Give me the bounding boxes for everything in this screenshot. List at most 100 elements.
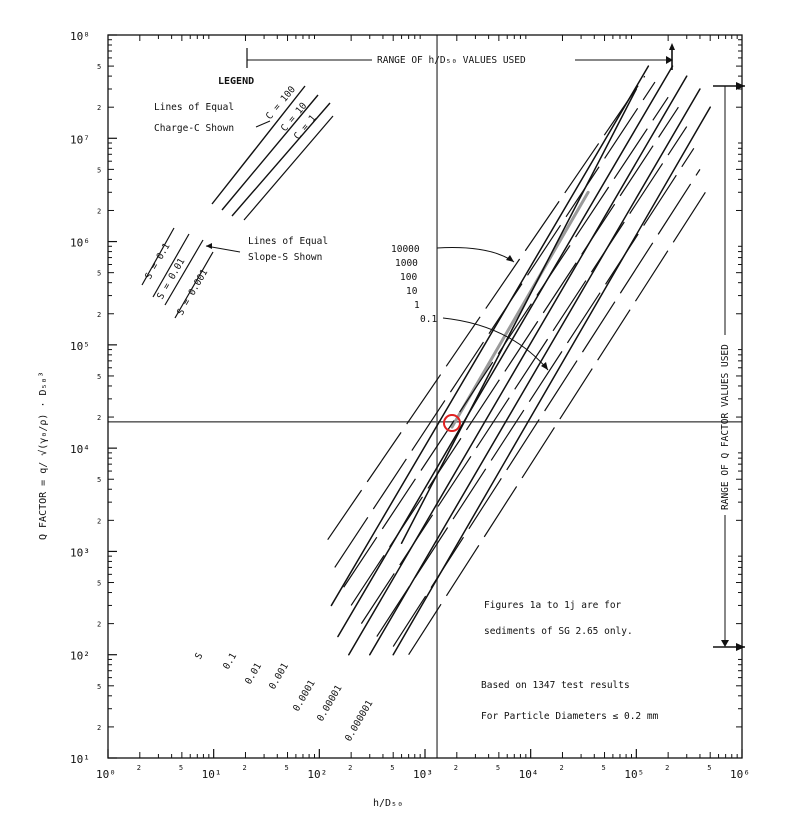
slope-label-01: 0.1: [221, 651, 239, 672]
x-minor-tick-label: 2: [242, 764, 246, 772]
y-minor-tick-label: 5: [97, 580, 101, 588]
y-major-tick-label: 10⁴: [70, 443, 90, 456]
charge-line: [334, 81, 656, 568]
charge-line: [408, 191, 706, 656]
range-q-bottom-arrowhead: [721, 640, 729, 647]
y-minor-tick-label: 2: [97, 621, 101, 629]
y-axis-title: Q FACTOR = q/ √(γ₀/ρ) · D₅₀³: [37, 371, 49, 540]
charge-line: [360, 126, 688, 624]
x-axis-title: h/D₅₀: [373, 798, 403, 809]
x-major-tick-label: 10⁴: [519, 768, 539, 781]
slope-line: [450, 190, 590, 429]
x-major-tick-label: 10⁵: [624, 768, 644, 781]
charge-line: [376, 147, 695, 637]
x-minor-tick-label: 2: [348, 764, 352, 772]
slope-label-s: S: [193, 651, 206, 662]
y-minor-tick-label: 2: [97, 414, 101, 422]
x-major-tick-label: 10⁶: [730, 768, 750, 781]
legend-slope-line-4: [174, 251, 214, 319]
axis-ticks: [107, 34, 743, 759]
slope-label-00001: 0.0001: [291, 678, 318, 713]
legend-slope-line-1: [141, 227, 175, 286]
x-minor-tick-label: 2: [665, 764, 669, 772]
x-minor-tick-label: 5: [390, 764, 394, 772]
charge-label-10: 10: [406, 286, 418, 297]
legend-charge-line-1: [211, 85, 306, 205]
slope-line: [368, 88, 701, 656]
legend: LEGEND Lines of Equal Charge-C Shown C =…: [141, 76, 334, 319]
charge-label-1000: 1000: [395, 258, 418, 269]
charge-pointer-top-head: [506, 255, 514, 262]
legend-slope-caption-1: Lines of Equal: [248, 236, 328, 247]
charge-label-01: 0.1: [420, 314, 437, 325]
range-h-annotation: RANGE OF h/D₅₀ VALUES USED: [246, 43, 675, 70]
range-h-arrowhead: [666, 56, 673, 64]
x-minor-tick-label: 2: [137, 764, 141, 772]
legend-charge-pointer: [255, 120, 271, 128]
range-h-up-arrow: [669, 43, 675, 50]
legend-slope-line-2: [152, 233, 190, 298]
y-minor-tick-label: 5: [97, 476, 101, 484]
y-minor-tick-label: 5: [97, 166, 101, 174]
charge-pointer-bottom: [442, 317, 549, 371]
legend-charge-caption-1: Lines of Equal: [154, 102, 234, 113]
x-major-tick-label: 10¹: [202, 768, 222, 781]
range-q-label: RANGE OF Q FACTOR VALUES USED: [720, 344, 731, 510]
range-q-annotation: RANGE OF Q FACTOR VALUES USED: [713, 82, 745, 651]
legend-charge-line-4: [243, 115, 334, 221]
slope-label-001: 0.01: [243, 661, 264, 687]
x-major-tick-label: 10²: [307, 768, 327, 781]
plot-frame: [107, 34, 743, 759]
slope-line: [330, 65, 650, 607]
plot-lines: [108, 35, 742, 758]
x-minor-tick-label: 5: [602, 764, 606, 772]
x-minor-tick-label: 5: [707, 764, 711, 772]
y-major-tick-label: 10⁶: [70, 237, 90, 250]
y-major-tick-label: 10⁸: [70, 30, 90, 43]
charge-line: [350, 106, 679, 606]
range-h-label: RANGE OF h/D₅₀ VALUES USED: [377, 55, 526, 66]
y-major-tick-label: 10²: [70, 650, 90, 663]
slope-labels: S 0.1 0.01 0.001 0.0001 0.00001 0.000001: [193, 651, 376, 744]
y-minor-tick-label: 5: [97, 63, 101, 71]
highlight-point: [442, 414, 461, 433]
range-q-bottom-arrow: [736, 643, 745, 651]
y-major-tick-label: 10³: [70, 546, 90, 559]
x-minor-tick-label: 2: [454, 764, 458, 772]
y-minor-tick-label: 2: [97, 311, 101, 319]
slope-line: [337, 65, 674, 638]
y-minor-tick-label: 5: [97, 270, 101, 278]
x-major-tick-label: 10⁰: [96, 768, 116, 781]
charge-line: [327, 75, 646, 540]
charge-label-10000: 10000: [391, 244, 420, 255]
x-minor-tick-label: 2: [559, 764, 563, 772]
slope-line: [348, 75, 688, 656]
note-3: Based on 1347 test results: [481, 680, 630, 691]
y-minor-tick-label: 5: [97, 683, 101, 691]
charge-label-1: 1: [414, 300, 420, 311]
legend-slope-line-3: [164, 239, 204, 306]
legend-slope-caption-2: Slope-S Shown: [248, 252, 322, 263]
slope-label-0000001: 0.000001: [343, 698, 376, 743]
legend-charge-line-3: [231, 102, 331, 217]
legend-title: LEGEND: [218, 76, 254, 87]
x-minor-tick-label: 5: [179, 764, 183, 772]
note-2: sediments of SG 2.65 only.: [484, 626, 633, 637]
legend-charge-line-2: [221, 94, 319, 211]
y-minor-tick-label: 5: [97, 373, 101, 381]
slope-label-0001: 0.001: [267, 661, 291, 692]
note-4: For Particle Diameters ≤ 0.2 mm: [481, 711, 659, 722]
slope-label-000001: 0.00001: [315, 683, 345, 723]
y-major-tick-label: 10¹: [70, 753, 90, 766]
note-1: Figures 1a to 1j are for: [484, 600, 622, 611]
y-minor-tick-label: 2: [97, 104, 101, 112]
charge-line: [392, 169, 701, 647]
y-major-tick-label: 10⁷: [70, 133, 90, 146]
legend-charge-caption-2: Charge-C Shown: [154, 123, 234, 134]
x-minor-tick-label: 5: [496, 764, 500, 772]
charge-pointer-bottom-head: [541, 362, 548, 370]
x-major-tick-label: 10³: [413, 768, 433, 781]
range-q-top-arrow: [736, 82, 745, 90]
